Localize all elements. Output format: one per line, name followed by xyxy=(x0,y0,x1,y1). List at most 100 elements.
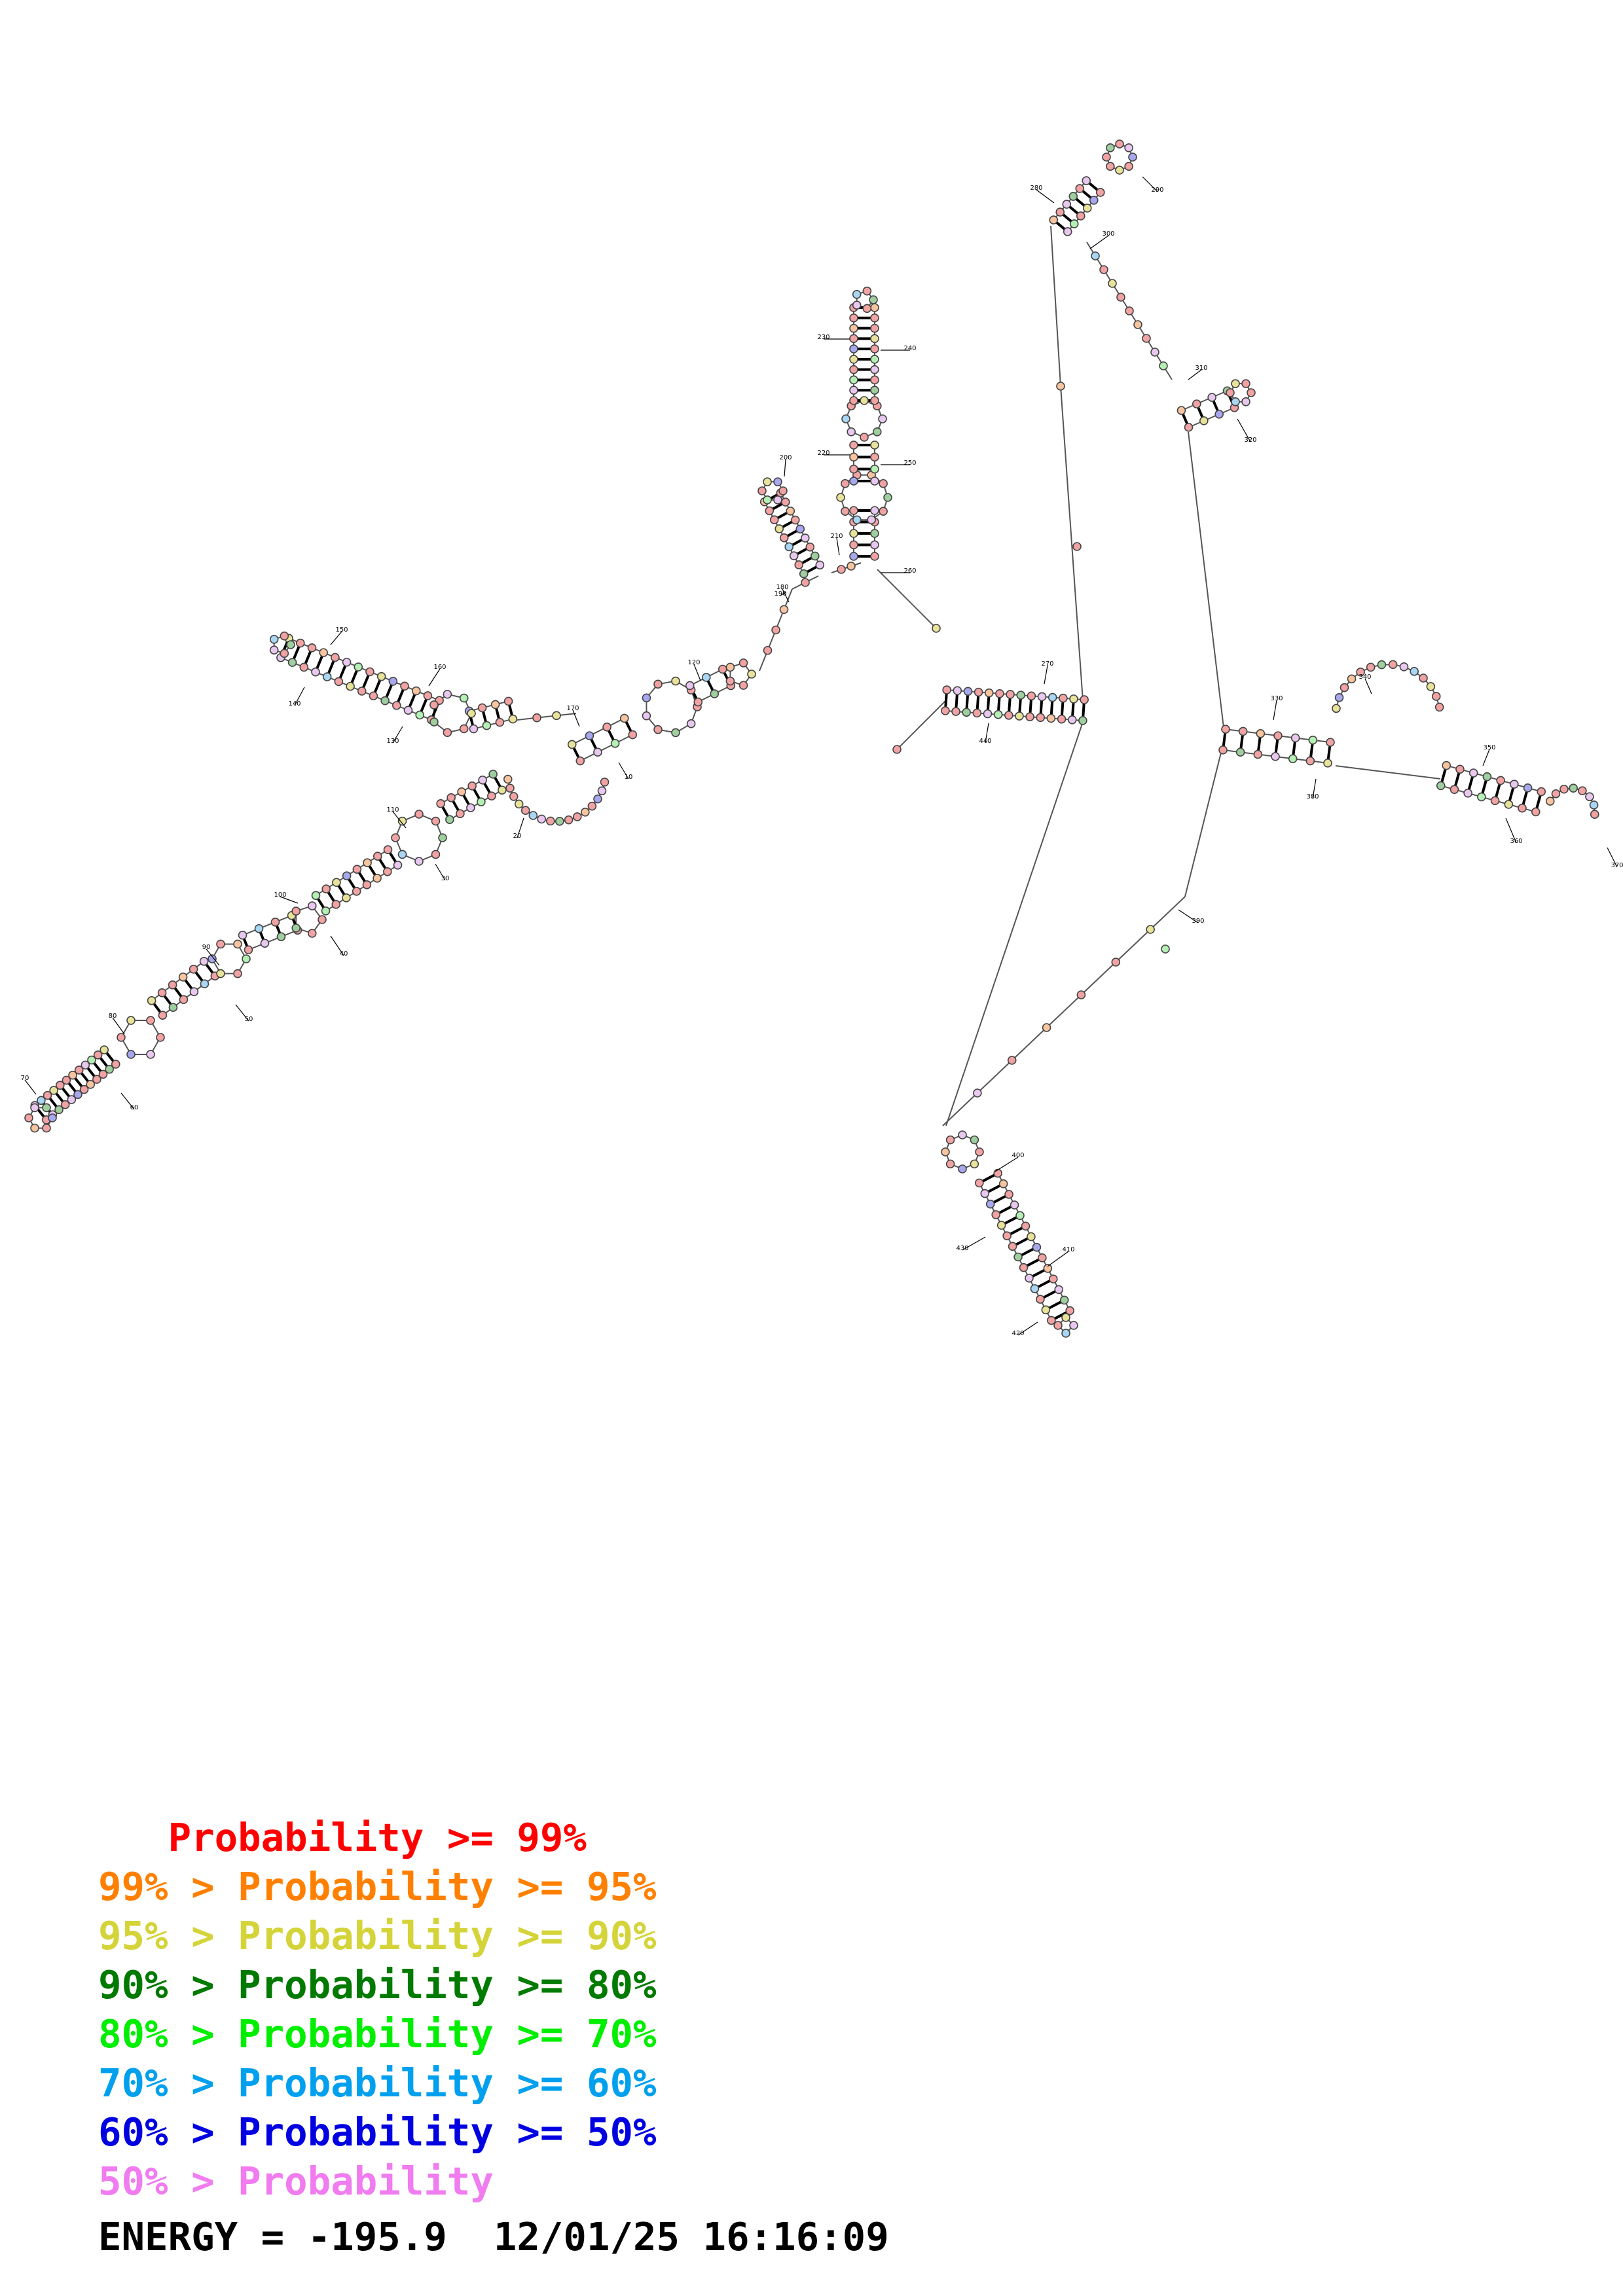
nucleotide-number-label: 420 xyxy=(1012,1330,1024,1337)
nucleotide-base xyxy=(1008,1242,1017,1251)
nucleotide-base xyxy=(1010,1200,1019,1210)
nucleotide-base xyxy=(546,816,555,826)
legend-row-6-prefix: 60% > xyxy=(98,2109,238,2155)
nucleotide-base xyxy=(1038,1253,1047,1263)
nucleotide-base xyxy=(849,540,858,550)
nucleotide-base xyxy=(111,1060,120,1069)
nucleotide-base xyxy=(769,515,779,525)
nucleotide-label-tick xyxy=(330,935,344,956)
nucleotide-base xyxy=(1450,785,1459,794)
nucleotide-base xyxy=(1059,1295,1069,1305)
legend-row-2: 95% > Probability >= 90% xyxy=(98,1911,657,1960)
nucleotide-base xyxy=(1102,152,1111,162)
nucleotide-number-label: 180 xyxy=(776,584,788,591)
nucleotide-base xyxy=(794,560,804,569)
nucleotide-number-label: 10 xyxy=(625,774,633,781)
nucleotide-base xyxy=(849,552,858,561)
nucleotide-base xyxy=(1015,1211,1025,1220)
nucleotide-base xyxy=(1116,293,1125,302)
nucleotide-base xyxy=(958,1130,967,1139)
nucleotide-base xyxy=(1002,1231,1012,1240)
nucleotide-base xyxy=(93,1050,103,1060)
nucleotide-base xyxy=(383,845,393,854)
legend-row-4-prefix: 80% > xyxy=(98,2011,238,2056)
legend-row-3-prefix: 90% > xyxy=(98,1962,238,2007)
nucleotide-label-tick xyxy=(1364,678,1372,694)
nucleotide-number-label: 70 xyxy=(21,1075,29,1082)
nucleotide-base xyxy=(354,662,363,672)
nucleotide-number-label: 110 xyxy=(386,806,399,814)
nucleotide-base xyxy=(1388,660,1398,670)
nucleotide-base xyxy=(1115,139,1124,149)
nucleotide-base xyxy=(311,891,321,900)
nucleotide-number-label: 80 xyxy=(109,1013,117,1020)
nucleotide-base xyxy=(503,774,513,784)
nucleotide-base xyxy=(346,681,355,691)
loop-backbone xyxy=(507,779,606,822)
nucleotide-number-label: 90 xyxy=(202,944,211,951)
nucleotide-base xyxy=(505,783,515,793)
nucleotide-base xyxy=(509,792,519,801)
nucleotide-base xyxy=(1065,1306,1074,1316)
nucleotide-base xyxy=(810,551,820,561)
nucleotide-label-tick xyxy=(780,592,786,596)
nucleotide-base xyxy=(1041,1305,1051,1315)
nucleotide-base xyxy=(878,414,887,423)
nucleotide-label-tick xyxy=(1142,176,1158,192)
nucleotide-base xyxy=(779,533,789,543)
nucleotide-label-tick xyxy=(330,631,342,645)
nucleotide-base xyxy=(945,1159,955,1169)
nucleotide-base xyxy=(1076,211,1085,221)
nucleotide-base xyxy=(322,672,332,681)
nucleotide-base xyxy=(1241,379,1250,388)
nucleotide-base xyxy=(1176,406,1186,415)
single-strand xyxy=(517,713,577,721)
nucleotide-base xyxy=(307,643,317,653)
nucleotide-base xyxy=(147,996,156,1005)
nucleotide-base xyxy=(1075,184,1085,193)
nucleotide-label-tick xyxy=(1273,700,1277,721)
nucleotide-number-label: 280 xyxy=(1030,185,1042,192)
legend-row-4-text: Probability >= 70% xyxy=(238,2011,657,2056)
nucleotide-base xyxy=(331,900,341,909)
nucleotide-base xyxy=(1055,207,1065,217)
nucleotide-base xyxy=(373,874,382,883)
legend-row-6-text: Probability >= 50% xyxy=(238,2109,657,2155)
nucleotide-base xyxy=(68,1070,77,1080)
nucleotide-base xyxy=(1334,692,1344,702)
nucleotide-base xyxy=(1482,772,1492,781)
nucleotide-base xyxy=(296,638,305,648)
nucleotide-base xyxy=(414,857,424,866)
nucleotide-number-label: 140 xyxy=(288,700,301,708)
nucleotide-base xyxy=(42,1123,51,1133)
nucleotide-base xyxy=(685,681,695,691)
nucleotide-base xyxy=(311,667,320,677)
long-range-connector xyxy=(877,569,937,629)
nucleotide-base xyxy=(334,677,344,687)
nucleotide-base xyxy=(498,785,507,795)
nucleotide-base xyxy=(1159,361,1168,370)
nucleotide-base xyxy=(1106,162,1115,171)
nucleotide-base xyxy=(958,1164,967,1174)
nucleotide-base xyxy=(1004,1190,1013,1199)
nucleotide-base xyxy=(321,906,331,916)
nucleotide-number-label: 270 xyxy=(1041,660,1053,668)
nucleotide-base xyxy=(765,506,775,516)
nucleotide-base xyxy=(1076,990,1086,999)
nucleotide-base xyxy=(1510,780,1519,789)
nucleotide-base xyxy=(1199,416,1209,425)
nucleotide-base xyxy=(1049,215,1059,224)
loop-backbone xyxy=(1336,664,1440,709)
nucleotide-base xyxy=(1047,1316,1056,1325)
nucleotide-base xyxy=(178,973,188,982)
nucleotide-base xyxy=(991,1210,1001,1219)
nucleotide-base xyxy=(1061,1313,1070,1322)
nucleotide-base xyxy=(1061,1329,1070,1338)
nucleotide-base xyxy=(870,313,879,323)
nucleotide-base xyxy=(482,721,492,730)
nucleotide-base xyxy=(1419,673,1428,683)
legend-row-2-prefix: 95% > xyxy=(98,1913,238,1958)
nucleotide-label-tick xyxy=(428,668,441,687)
nucleotide-base xyxy=(397,816,407,826)
nucleotide-base xyxy=(73,1090,82,1100)
